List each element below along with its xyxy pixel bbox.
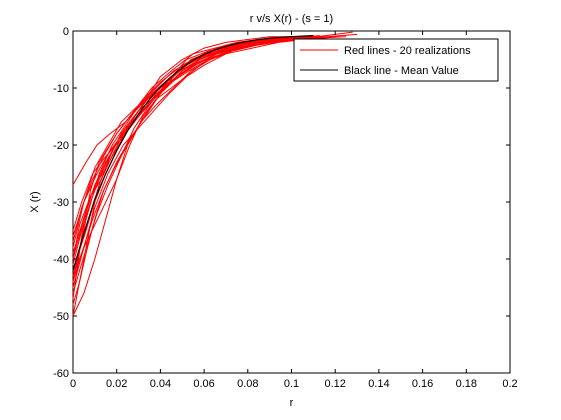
series-line-realization-19 xyxy=(72,38,301,260)
series-line-realization-13 xyxy=(72,36,331,288)
y-axis-label: X (r) xyxy=(29,191,41,212)
x-axis-ticks: 0 0.02 0.04 0.06 0.08 0.1 0.12 0.14 0.16 0.18 0.2 xyxy=(70,31,518,390)
legend-label-mean: Black line - Mean Value xyxy=(344,65,459,77)
x-tick-label: 0.06 xyxy=(193,378,214,390)
chart-title: r v/s X(r) - (s = 1) xyxy=(250,13,333,25)
x-tick-label: 0.12 xyxy=(324,378,345,390)
legend: Red lines - 20 realizations Black line -… xyxy=(293,38,499,82)
legend-box xyxy=(293,38,499,82)
y-tick-label: -40 xyxy=(53,254,69,266)
y-tick-label: 0 xyxy=(63,26,69,38)
series-line-realization-18 xyxy=(72,33,358,282)
y-tick-label: -10 xyxy=(53,83,69,95)
x-tick-label: 0.1 xyxy=(284,378,299,390)
plot-area xyxy=(72,30,511,374)
series-line-mean xyxy=(72,35,314,271)
y-tick-label: -50 xyxy=(53,311,69,323)
x-tick-label: 0.04 xyxy=(150,378,171,390)
x-axis-label: r xyxy=(290,397,294,409)
x-tick-label: 0.02 xyxy=(106,378,127,390)
y-tick-label: -30 xyxy=(53,197,69,209)
y-axis-ticks: -60 -50 -40 -30 -20 -10 0 xyxy=(53,26,510,380)
x-tick-label: 0.18 xyxy=(456,378,477,390)
x-tick-label: 0.14 xyxy=(368,378,389,390)
x-tick-label: 0.16 xyxy=(412,378,433,390)
legend-label-realizations: Red lines - 20 realizations xyxy=(344,45,471,57)
series-layer xyxy=(72,31,358,317)
x-tick-label: 0 xyxy=(70,378,76,390)
y-tick-label: -20 xyxy=(53,140,69,152)
y-tick-label: -60 xyxy=(53,368,69,380)
x-tick-label: 0.08 xyxy=(237,378,258,390)
mean-layer xyxy=(72,35,314,271)
x-tick-label: 0.2 xyxy=(502,378,517,390)
series-line-realization-14 xyxy=(72,35,320,254)
